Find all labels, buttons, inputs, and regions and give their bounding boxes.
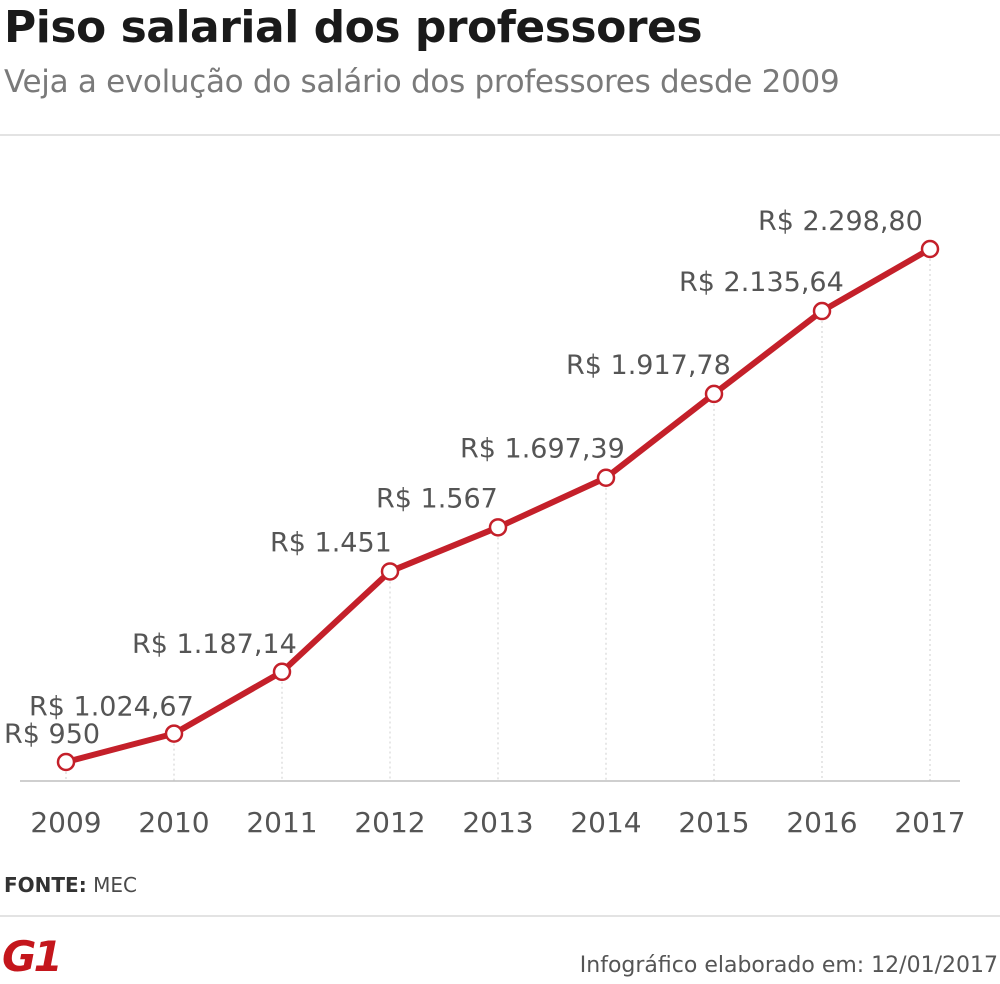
source-value: MEC	[93, 873, 137, 897]
source-note: FONTE: MEC	[4, 873, 137, 897]
data-label: R$ 1.451	[270, 527, 392, 558]
data-label: R$ 2.135,64	[679, 267, 844, 298]
x-tick-label: 2012	[354, 806, 425, 839]
x-tick-label: 2017	[894, 806, 965, 839]
data-point	[272, 662, 292, 682]
x-tick-label: 2015	[678, 806, 749, 839]
data-label: R$ 950	[4, 719, 100, 750]
footer-divider	[0, 915, 1000, 917]
x-tick-labels: 2009 2010 2011 2012 2013 2014 2015 2016 2017	[30, 806, 965, 839]
chart-title: Piso salarial dos professores	[4, 2, 703, 53]
chart-subtitle: Veja a evolução do salário dos professor…	[4, 64, 840, 100]
x-tick-label: 2014	[570, 806, 641, 839]
grid-lines	[65, 249, 931, 781]
data-point	[596, 468, 616, 487]
g1-logo: G1	[2, 932, 63, 981]
data-label: R$ 1.917,78	[566, 350, 731, 381]
x-tick-label: 2010	[138, 806, 209, 839]
data-point	[56, 752, 76, 772]
data-point	[920, 239, 940, 259]
data-points	[56, 239, 940, 772]
source-label: FONTE:	[4, 873, 87, 897]
data-label: R$ 2.298,80	[758, 206, 923, 237]
data-label: R$ 1.187,14	[132, 629, 297, 660]
data-point	[164, 724, 184, 743]
x-tick-label: 2009	[30, 806, 101, 839]
data-point	[812, 301, 832, 321]
infographic-date: Infográfico elaborado em: 12/01/2017	[579, 953, 998, 978]
data-label: R$ 1.567	[376, 483, 498, 514]
data-point	[704, 384, 724, 404]
x-tick-label: 2011	[246, 806, 317, 839]
data-point	[380, 562, 400, 581]
header-divider	[0, 134, 1000, 136]
data-point	[488, 518, 508, 537]
series-line	[63, 246, 933, 765]
x-tick-label: 2013	[462, 806, 533, 839]
x-tick-label: 2016	[786, 806, 857, 839]
data-label: R$ 1.024,67	[29, 692, 194, 723]
data-label: R$ 1.697,39	[460, 434, 625, 465]
